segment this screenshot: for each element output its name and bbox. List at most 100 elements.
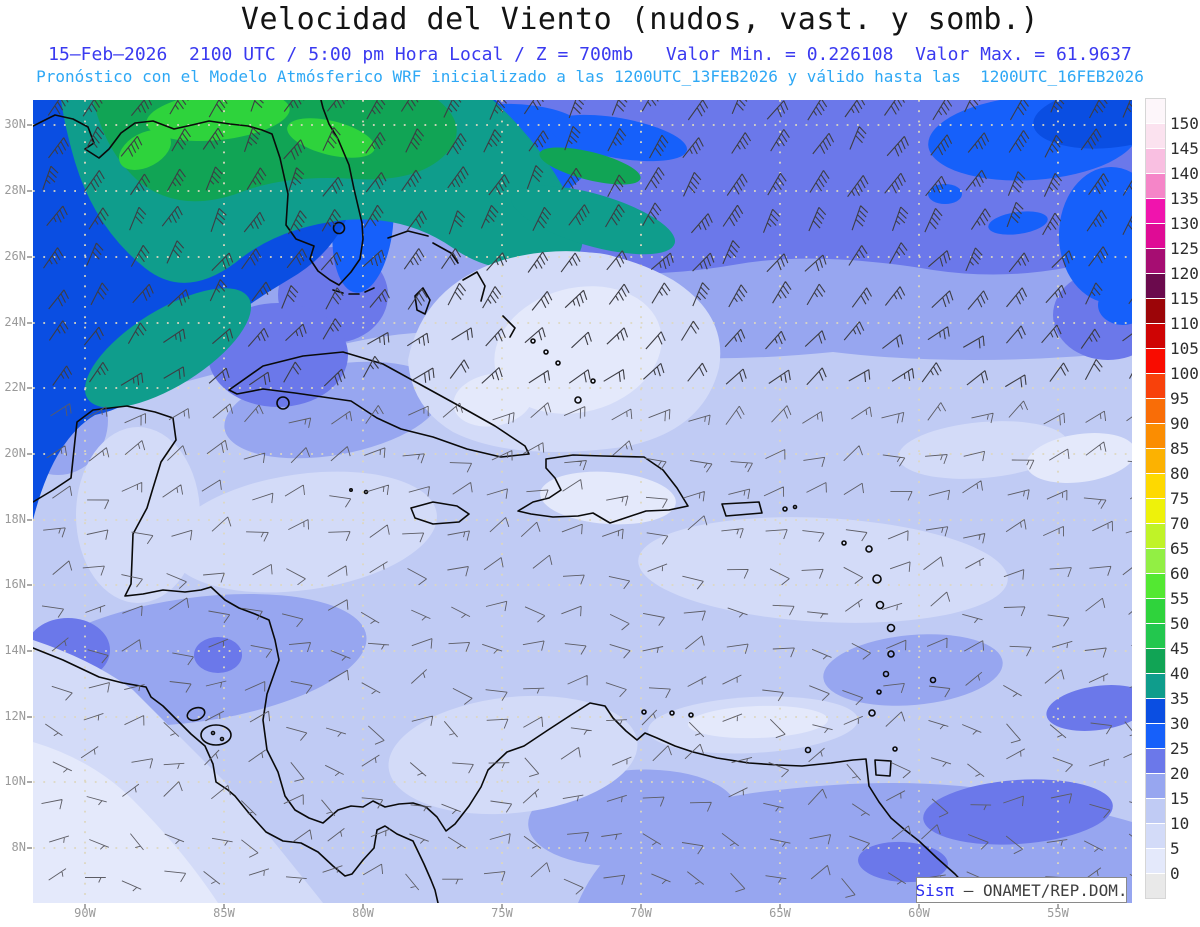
colorbar-tick-150: 150: [1170, 114, 1199, 133]
colorbar-segment-15-20: [1146, 774, 1165, 798]
weather-map: [33, 100, 1132, 903]
lat-label-18N: 18N: [4, 512, 26, 526]
colorbar-tick-115: 115: [1170, 289, 1199, 308]
colorbar-segment->150: [1146, 99, 1165, 123]
lat-label-16N: 16N: [4, 577, 26, 591]
colorbar-segment-30-35: [1146, 699, 1165, 723]
colorbar-tick-20: 20: [1170, 764, 1190, 783]
colorbar-segment-140-145: [1146, 149, 1165, 173]
colorbar-tick-45: 45: [1170, 639, 1190, 658]
colorbar-segment-130-135: [1146, 199, 1165, 223]
colorbar-segment-100-105: [1146, 349, 1165, 373]
lat-tick: [27, 650, 32, 652]
colorbar-tick-55: 55: [1170, 589, 1190, 608]
colorbar-segment-75-80: [1146, 474, 1165, 498]
colorbar-segment-20-25: [1146, 749, 1165, 773]
colorbar-segment-120-125: [1146, 249, 1165, 273]
colorbar-segment-0-5: [1146, 849, 1165, 873]
colorbar-tick-120: 120: [1170, 264, 1199, 283]
colorbar-tick-100: 100: [1170, 364, 1199, 383]
colorbar-segment-55-60: [1146, 574, 1165, 598]
lat-label-30N: 30N: [4, 117, 26, 131]
colorbar-segment-25-30: [1146, 724, 1165, 748]
page-title: Velocidad del Viento (nudos, vast. y som…: [240, 2, 1040, 37]
colorbar-segment-80-85: [1146, 449, 1165, 473]
lat-label-24N: 24N: [4, 315, 26, 329]
lat-label-8N: 8N: [11, 840, 26, 854]
colorbar-tick-50: 50: [1170, 614, 1190, 633]
lat-label-20N: 20N: [4, 446, 26, 460]
colorbar-segment-45-50: [1146, 624, 1165, 648]
colorbar-tick-110: 110: [1170, 314, 1199, 333]
lon-tick: [84, 904, 86, 908]
colorbar-tick-10: 10: [1170, 814, 1190, 833]
colorbar-segment-40-45: [1146, 649, 1165, 673]
colorbar-tick-0: 0: [1170, 864, 1180, 883]
colorbar-tick-60: 60: [1170, 564, 1190, 583]
lat-tick: [27, 584, 32, 586]
sispi-brand-label: Sisπ: [915, 880, 955, 900]
valid-time-subtitle: 15–Feb–2026 2100 UTC / 5:00 pm Hora Loca…: [48, 44, 1132, 65]
colorbar-tick-80: 80: [1170, 464, 1190, 483]
lat-label-12N: 12N: [4, 709, 26, 723]
colorbar-tick-85: 85: [1170, 439, 1190, 458]
lat-tick: [27, 781, 32, 783]
lat-label-26N: 26N: [4, 249, 26, 263]
lon-tick: [362, 904, 364, 908]
lon-label-60W: 60W: [908, 906, 930, 920]
lon-tick: [1057, 904, 1059, 908]
colorbar-segment-10-15: [1146, 799, 1165, 823]
colorbar-segment-35-40: [1146, 674, 1165, 698]
lon-tick: [918, 904, 920, 908]
lat-tick: [27, 124, 32, 126]
colorbar-tick-130: 130: [1170, 214, 1199, 233]
colorbar-segment-135-140: [1146, 174, 1165, 198]
colorbar-tick-90: 90: [1170, 414, 1190, 433]
colorbar-tick-125: 125: [1170, 239, 1199, 258]
colorbar-tick-70: 70: [1170, 514, 1190, 533]
lat-tick: [27, 387, 32, 389]
lat-label-28N: 28N: [4, 183, 26, 197]
colorbar-tick-35: 35: [1170, 689, 1190, 708]
colorbar-segment-65-70: [1146, 524, 1165, 548]
colorbar: [1145, 98, 1166, 899]
wind-speed-shading: [33, 100, 1132, 903]
colorbar-tick-30: 30: [1170, 714, 1190, 733]
colorbar-tick-65: 65: [1170, 539, 1190, 558]
colorbar-segment-90-95: [1146, 399, 1165, 423]
colorbar-segment-145-150: [1146, 124, 1165, 148]
lon-label-85W: 85W: [213, 906, 235, 920]
onamet-org-text: – ONAMET/REP.DOM.: [963, 880, 1128, 900]
lon-label-70W: 70W: [630, 906, 652, 920]
colorbar-segment-105-110: [1146, 324, 1165, 348]
lon-tick: [501, 904, 503, 908]
lon-label-80W: 80W: [352, 906, 374, 920]
lon-label-55W: 55W: [1047, 906, 1069, 920]
colorbar-segment-125-130: [1146, 224, 1165, 248]
colorbar-segment-95-100: [1146, 374, 1165, 398]
lat-tick: [27, 519, 32, 521]
colorbar-tick-15: 15: [1170, 789, 1190, 808]
colorbar-segment-60-65: [1146, 549, 1165, 573]
onamet-org-label: [954, 881, 964, 900]
colorbar-segment-115-120: [1146, 274, 1165, 298]
lat-tick: [27, 453, 32, 455]
model-run-subtitle: Pronóstico con el Modelo Atmósferico WRF…: [36, 67, 1144, 86]
lon-label-90W: 90W: [74, 906, 96, 920]
colorbar-segment-110-115: [1146, 299, 1165, 323]
lat-tick: [27, 190, 32, 192]
lon-tick: [640, 904, 642, 908]
lon-label-75W: 75W: [491, 906, 513, 920]
lat-label-22N: 22N: [4, 380, 26, 394]
lon-tick: [779, 904, 781, 908]
lat-tick: [27, 716, 32, 718]
colorbar-tick-105: 105: [1170, 339, 1199, 358]
lat-label-14N: 14N: [4, 643, 26, 657]
colorbar-segment-<0: [1146, 874, 1165, 898]
colorbar-segment-70-75: [1146, 499, 1165, 523]
attribution-box: Sisπ – ONAMET/REP.DOM.: [916, 877, 1127, 903]
colorbar-segment-5-10: [1146, 824, 1165, 848]
colorbar-tick-5: 5: [1170, 839, 1180, 858]
lat-tick: [27, 322, 32, 324]
